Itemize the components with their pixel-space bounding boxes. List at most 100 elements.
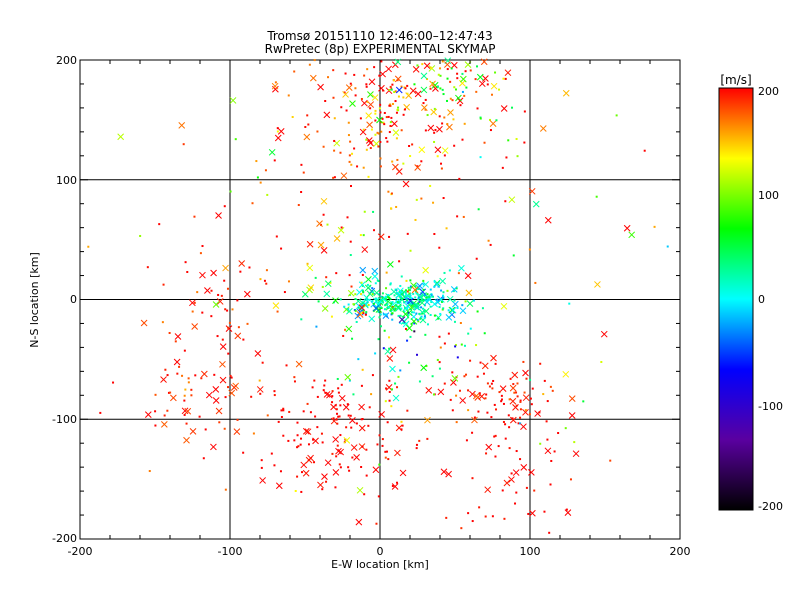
data-point-dot xyxy=(227,326,230,329)
data-point-dot xyxy=(394,90,397,93)
data-point-dot xyxy=(347,307,350,310)
data-point-dot xyxy=(416,318,419,321)
colorbar-tick-label: 0 xyxy=(758,293,765,306)
data-point-dot xyxy=(336,444,339,447)
data-point-dot xyxy=(433,232,436,235)
data-point-dot xyxy=(415,312,418,315)
data-point-dot xyxy=(250,395,253,398)
data-point-dot xyxy=(326,223,329,226)
data-point-dot xyxy=(453,86,456,89)
data-point-dot xyxy=(442,291,445,294)
data-point-dot xyxy=(282,409,285,412)
data-point-dot xyxy=(430,294,433,297)
data-point-dot xyxy=(378,301,381,304)
data-point-dot xyxy=(491,387,494,390)
data-point-dot xyxy=(479,361,482,364)
data-point-dot xyxy=(421,298,424,301)
data-point-dot xyxy=(385,137,388,140)
data-point-dot xyxy=(342,334,345,337)
data-point-dot xyxy=(224,308,227,311)
data-point-dot xyxy=(242,338,245,341)
data-point-cross xyxy=(458,264,465,272)
y-tick-labels: 200 100 0 -100 -200 xyxy=(52,54,77,545)
data-point-cross xyxy=(520,423,527,431)
data-point-dot xyxy=(377,145,380,148)
data-point-dot xyxy=(409,289,412,292)
data-point-dot xyxy=(217,293,220,296)
data-point-dot xyxy=(293,439,296,442)
data-point-dot xyxy=(494,71,497,74)
data-point-dot xyxy=(335,455,338,458)
data-point-dot xyxy=(287,439,290,442)
data-point-dot xyxy=(293,380,296,383)
data-point-dot xyxy=(422,288,425,291)
data-point-dot xyxy=(440,162,443,165)
data-point-cross xyxy=(365,276,372,283)
data-point-dot xyxy=(543,510,546,513)
data-point-dot xyxy=(517,422,520,425)
data-point-dot xyxy=(446,99,449,102)
data-point-dot xyxy=(146,266,149,269)
data-point-dot xyxy=(666,245,669,248)
data-point-cross xyxy=(445,470,452,478)
data-point-dot xyxy=(354,293,357,296)
data-point-dot xyxy=(374,297,377,300)
data-point-cross xyxy=(342,403,350,411)
data-point-dot xyxy=(471,431,474,434)
data-point-dot xyxy=(385,296,388,299)
data-point-dot xyxy=(420,160,423,163)
data-point-cross xyxy=(389,365,396,373)
data-point-dot xyxy=(335,418,338,421)
data-point-cross xyxy=(356,486,364,494)
data-point-dot xyxy=(313,379,316,382)
data-point-dot xyxy=(230,376,233,379)
data-point-dot xyxy=(316,130,319,133)
data-point-dot xyxy=(371,300,374,303)
data-point-dot xyxy=(525,377,528,380)
colorbar: [m/s] 200 100 0 -100 -200 xyxy=(718,73,783,513)
data-point-dot xyxy=(379,111,382,114)
data-point-dot xyxy=(174,340,177,343)
data-point-dot xyxy=(309,411,312,414)
plot-area xyxy=(79,57,681,540)
data-point-dot xyxy=(252,432,255,435)
data-point-cross xyxy=(406,324,413,332)
data-point-dot xyxy=(357,306,360,309)
data-point-dot xyxy=(476,375,479,378)
data-point-dot xyxy=(349,240,352,243)
data-point-dot xyxy=(260,459,263,462)
data-point-dot xyxy=(449,398,452,401)
data-point-cross xyxy=(215,212,222,219)
data-point-dot xyxy=(349,82,352,85)
data-point-dot xyxy=(187,377,190,380)
data-point-dot xyxy=(396,481,399,484)
data-point-dot xyxy=(417,288,420,291)
data-point-cross xyxy=(345,84,353,92)
data-point-dot xyxy=(296,446,299,449)
data-point-dot xyxy=(441,122,444,125)
data-point-dot xyxy=(494,455,497,458)
data-point-cross xyxy=(434,298,442,306)
data-point-dot xyxy=(440,300,443,303)
data-point-cross xyxy=(528,469,535,476)
data-point-dot xyxy=(413,330,416,333)
data-point-dot xyxy=(432,201,435,204)
data-point-cross xyxy=(372,304,380,312)
data-point-dot xyxy=(333,176,336,179)
data-point-dot xyxy=(346,216,349,219)
data-point-dot xyxy=(185,422,188,425)
data-point-dot xyxy=(158,223,161,226)
data-point-dot xyxy=(340,106,343,109)
data-point-dot xyxy=(264,169,267,172)
data-point-dot xyxy=(456,72,459,75)
data-point-cross xyxy=(522,369,529,377)
data-point-dot xyxy=(187,381,190,384)
data-point-dot xyxy=(568,302,571,305)
data-point-cross xyxy=(342,91,349,98)
data-point-dot xyxy=(344,328,347,331)
data-point-dot xyxy=(227,386,230,389)
data-point-cross xyxy=(466,300,474,307)
y-tick-label: -100 xyxy=(52,413,77,426)
data-point-dot xyxy=(365,299,368,302)
data-point-cross xyxy=(414,90,422,98)
